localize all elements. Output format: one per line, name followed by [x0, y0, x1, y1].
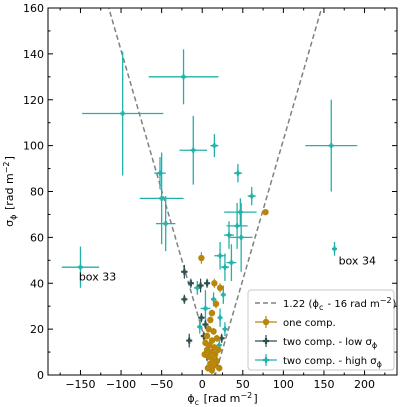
y-tick-label: 40: [30, 277, 44, 290]
data-point-2-12: [224, 198, 257, 226]
point-marker: [213, 335, 221, 342]
data-point-1-5: [198, 313, 205, 323]
data-point-0-7: [205, 325, 212, 333]
data-point-2-9: [155, 196, 176, 252]
y-axis-label: σϕ [rad m−2 ]: [2, 156, 18, 227]
point-marker: [208, 309, 216, 317]
x-tick-label: 150: [313, 378, 334, 391]
data-point-2-3: [148, 49, 219, 105]
data-point-0-4: [212, 299, 220, 309]
y-tick-label: 0: [37, 369, 44, 382]
data-point-1-7: [186, 333, 193, 348]
x-axis-label: ϕc [rad m−2 ]: [187, 391, 257, 407]
point-marker: [212, 300, 220, 308]
data-point-2-15: [224, 221, 234, 249]
annotation-1: box 34: [339, 254, 376, 267]
data-point-0-8: [210, 327, 217, 335]
x-tick-label: 200: [354, 378, 375, 391]
data-point-0-3: [211, 278, 218, 288]
data-point-2-18: [220, 253, 229, 281]
data-point-0-11: [213, 334, 221, 342]
legend-box: [247, 289, 395, 371]
point-marker: [210, 328, 217, 335]
data-point-0-22: [213, 357, 221, 365]
data-point-0-6: [207, 316, 214, 324]
data-point-0-15: [215, 346, 222, 354]
data-point-2-11: [247, 186, 256, 206]
data-point-2-26: [222, 322, 228, 337]
legend-label: 1.22 (ϕc - 16 rad m−2 ): [283, 296, 397, 312]
data-point-2-8: [139, 152, 184, 245]
point-marker: [203, 332, 211, 340]
point-marker: [215, 346, 222, 353]
reference-dashed-line-group: [107, 8, 323, 375]
point-marker: [213, 358, 221, 365]
point-marker: [216, 364, 223, 372]
legend-label: two comp. - high σϕ: [283, 356, 383, 369]
x-tick-label: −50: [150, 378, 173, 391]
data-point-2-6: [210, 134, 219, 158]
point-marker: [198, 254, 205, 262]
point-marker: [211, 280, 218, 287]
data-points-group: [61, 49, 358, 374]
legend-label: two comp. - low σϕ: [283, 337, 378, 350]
data-point-2-23: [217, 308, 223, 327]
data-point-2-16: [214, 241, 226, 270]
data-point-2-24: [197, 319, 203, 334]
y-tick-label: 140: [23, 48, 44, 61]
legend-label: one comp.: [283, 318, 336, 329]
data-point-2-10: [233, 163, 242, 183]
data-point-2-19: [194, 280, 201, 295]
x-tick-label: −150: [65, 378, 95, 391]
data-point-1-4: [204, 278, 211, 288]
data-point-0-0: [198, 252, 205, 264]
data-point-2-17: [226, 244, 237, 281]
data-point-2-0: [61, 246, 100, 288]
y-tick-label: 60: [30, 231, 44, 244]
axes-group: −150 −100 −50 0 50 100 150 200 0 20 40 60 80 100 120 14…: [2, 2, 398, 407]
data-point-0-1: [262, 208, 269, 216]
annotations-group: box 33 box 34: [79, 254, 376, 283]
data-point-2-13: [226, 202, 248, 249]
annotation-0: box 33: [79, 270, 116, 283]
x-tick-label: 50: [236, 378, 250, 391]
data-point-0-5: [208, 309, 216, 317]
point-marker: [205, 325, 212, 333]
y-tick-label: 160: [23, 2, 44, 15]
y-tick-label: 20: [30, 323, 44, 336]
data-point-0-9: [203, 332, 211, 340]
point-marker: [207, 316, 214, 324]
data-point-2-5: [179, 115, 208, 185]
x-tick-label: 100: [273, 378, 294, 391]
point-marker: [208, 367, 216, 374]
data-point-1-0: [181, 264, 188, 279]
data-point-0-2: [216, 283, 224, 293]
point-marker: [262, 208, 269, 216]
x-tick-label: 0: [199, 378, 206, 391]
y-tick-label: 120: [23, 94, 44, 107]
data-point-1-2: [181, 294, 188, 304]
legend-item-3: two comp. - high σϕ: [255, 354, 383, 369]
y-tick-label: 80: [30, 186, 44, 199]
data-point-2-22: [220, 285, 226, 304]
legend-item-1: one comp.: [255, 316, 336, 329]
point-marker: [216, 284, 224, 292]
data-point-1-6: [202, 319, 209, 330]
legend-item-0: 1.22 (ϕc - 16 rad m−2 ): [255, 296, 397, 312]
data-point-2-4: [305, 99, 358, 192]
reference-dashed-line: [107, 8, 323, 375]
x-tick-label: −100: [106, 378, 136, 391]
data-point-2-14: [229, 202, 253, 272]
data-point-1-1: [187, 278, 194, 288]
data-point-2-1: [332, 241, 338, 256]
data-point-0-26: [216, 364, 223, 372]
legend: 1.22 (ϕc - 16 rad m−2 ) one comp. two comp…: [247, 289, 397, 371]
y-tick-label: 100: [23, 140, 44, 153]
legend-swatch-marker: [262, 318, 270, 326]
data-point-0-27: [208, 366, 216, 374]
data-point-2-2: [82, 51, 164, 176]
legend-item-2: two comp. - low σϕ: [255, 335, 378, 350]
data-point-1-3: [197, 278, 204, 293]
